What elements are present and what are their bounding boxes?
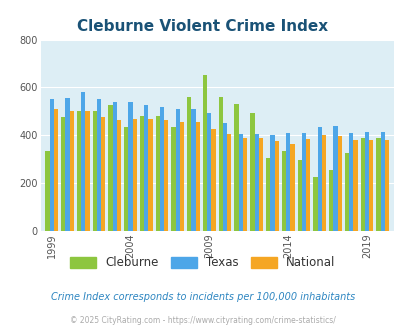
Bar — [238, 134, 243, 231]
Bar — [101, 117, 105, 231]
Bar — [321, 135, 325, 231]
Bar — [195, 122, 199, 231]
Bar — [297, 160, 301, 231]
Bar — [49, 99, 53, 231]
Bar — [202, 76, 207, 231]
Bar — [281, 151, 286, 231]
Bar — [380, 132, 384, 231]
Bar — [164, 120, 168, 231]
Bar — [61, 117, 65, 231]
Bar — [218, 97, 222, 231]
Bar — [112, 102, 117, 231]
Bar — [286, 133, 290, 231]
Bar — [144, 105, 148, 231]
Bar — [96, 99, 101, 231]
Text: Cleburne Violent Crime Index: Cleburne Violent Crime Index — [77, 19, 328, 34]
Bar — [132, 118, 136, 231]
Bar — [108, 105, 112, 231]
Bar — [317, 127, 321, 231]
Text: © 2025 CityRating.com - https://www.cityrating.com/crime-statistics/: © 2025 CityRating.com - https://www.city… — [70, 315, 335, 325]
Bar — [175, 109, 179, 231]
Bar — [360, 138, 364, 231]
Bar — [139, 116, 144, 231]
Bar — [384, 140, 388, 231]
Bar — [344, 153, 348, 231]
Bar — [155, 116, 160, 231]
Bar — [328, 170, 333, 231]
Bar — [265, 158, 270, 231]
Bar — [368, 140, 373, 231]
Bar — [274, 141, 278, 231]
Bar — [290, 144, 294, 231]
Bar — [333, 126, 337, 231]
Bar — [171, 127, 175, 231]
Bar — [207, 113, 211, 231]
Bar — [187, 97, 191, 231]
Bar — [117, 120, 121, 231]
Bar — [53, 109, 58, 231]
Bar — [128, 102, 132, 231]
Text: Crime Index corresponds to incidents per 100,000 inhabitants: Crime Index corresponds to incidents per… — [51, 292, 354, 302]
Bar — [160, 107, 164, 231]
Bar — [222, 123, 227, 231]
Bar — [270, 135, 274, 231]
Bar — [305, 139, 309, 231]
Bar — [191, 109, 195, 231]
Bar — [65, 98, 69, 231]
Legend: Cleburne, Texas, National: Cleburne, Texas, National — [66, 252, 339, 274]
Bar — [77, 112, 81, 231]
Bar — [249, 113, 254, 231]
Bar — [85, 112, 90, 231]
Bar — [45, 151, 49, 231]
Bar — [243, 138, 247, 231]
Bar — [337, 137, 341, 231]
Bar — [375, 138, 380, 231]
Bar — [148, 118, 152, 231]
Bar — [313, 177, 317, 231]
Bar — [258, 138, 262, 231]
Bar — [92, 112, 96, 231]
Bar — [179, 122, 184, 231]
Bar — [254, 134, 258, 231]
Bar — [69, 112, 74, 231]
Bar — [301, 133, 305, 231]
Bar — [211, 129, 215, 231]
Bar — [227, 134, 231, 231]
Bar — [234, 104, 238, 231]
Bar — [81, 92, 85, 231]
Bar — [364, 132, 368, 231]
Bar — [352, 140, 357, 231]
Bar — [348, 133, 352, 231]
Bar — [124, 127, 128, 231]
